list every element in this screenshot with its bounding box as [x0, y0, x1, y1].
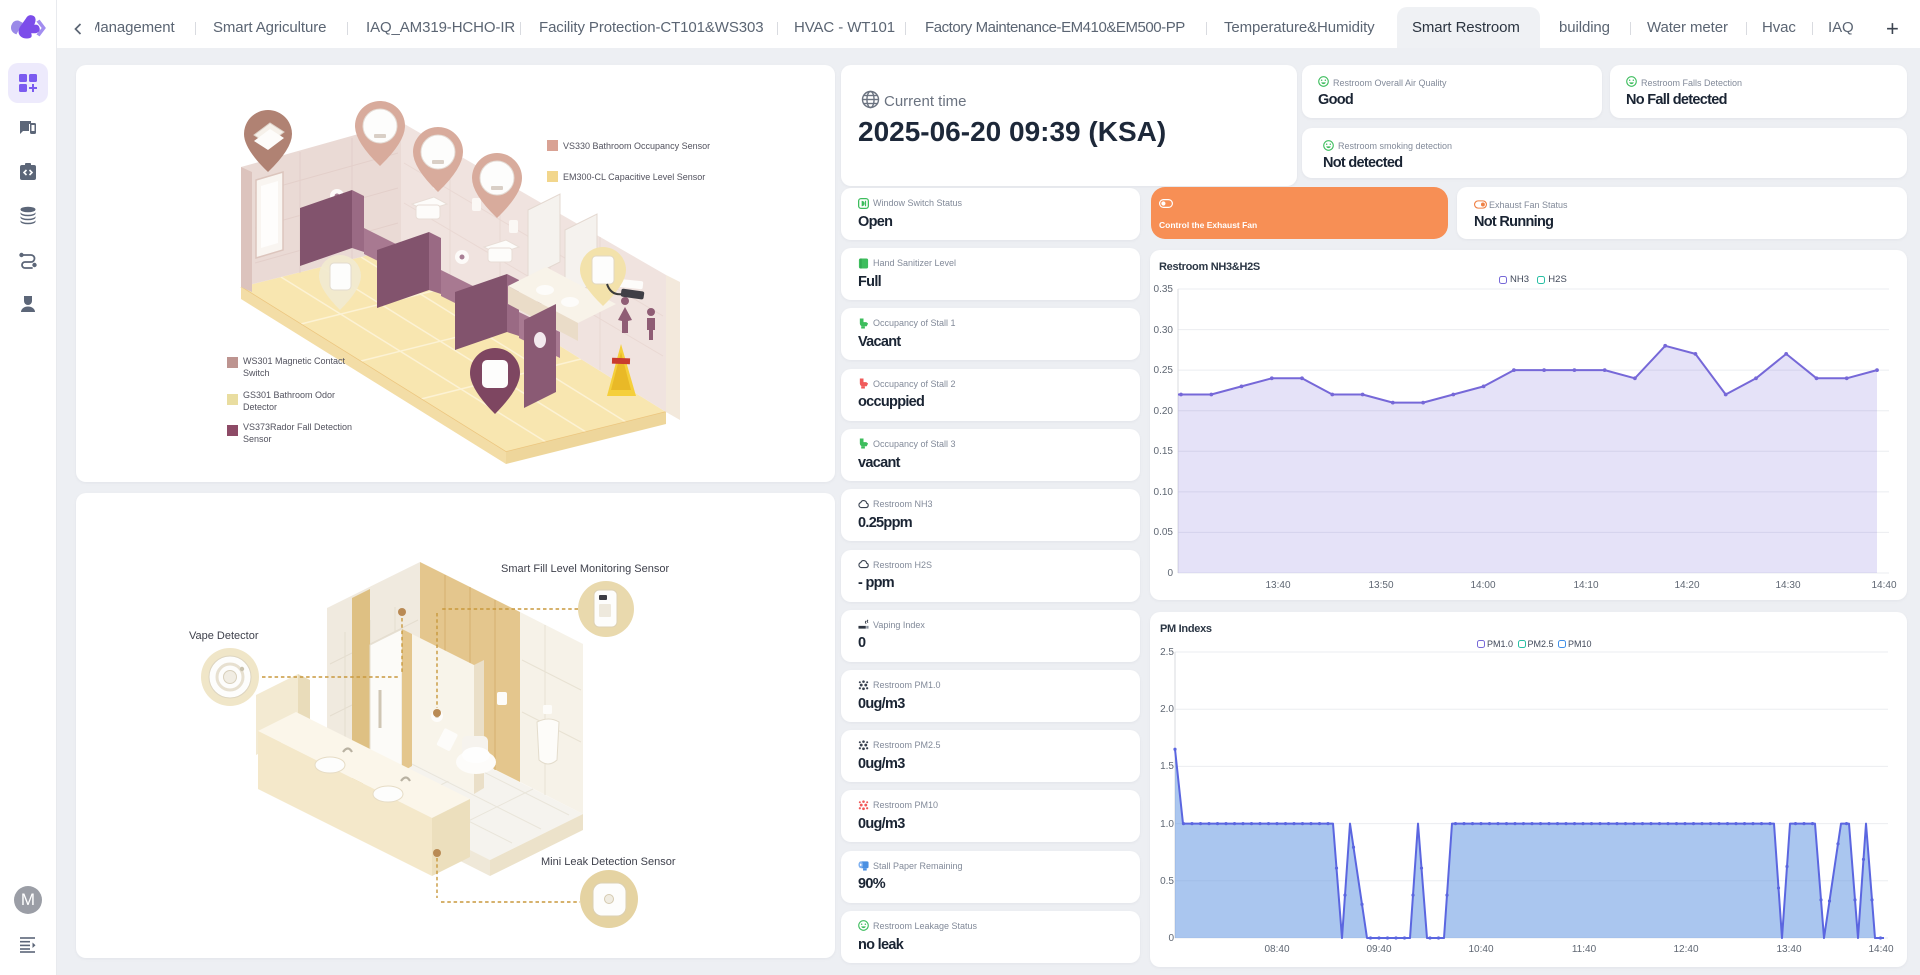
svg-text:Detector: Detector — [243, 402, 277, 412]
svg-text:Sensor: Sensor — [243, 434, 272, 444]
svg-text:WS301 Magnetic Contact: WS301 Magnetic Contact — [243, 356, 346, 366]
svg-text:Vape Detector: Vape Detector — [189, 630, 259, 642]
svg-text:Smart Fill Level Monitoring Se: Smart Fill Level Monitoring Sensor — [501, 563, 669, 575]
svg-text:VS330 Bathroom Occupancy Senso: VS330 Bathroom Occupancy Sensor — [563, 141, 710, 151]
svg-text:Switch: Switch — [243, 368, 270, 378]
svg-text:VS373Rador Fall Detection: VS373Rador Fall Detection — [243, 422, 352, 432]
svg-text:GS301 Bathroom Odor: GS301 Bathroom Odor — [243, 390, 335, 400]
svg-text:Mini Leak Detection Sensor: Mini Leak Detection Sensor — [541, 856, 676, 868]
svg-text:EM300-CL Capacitive Level Sens: EM300-CL Capacitive Level Sensor — [563, 172, 705, 182]
